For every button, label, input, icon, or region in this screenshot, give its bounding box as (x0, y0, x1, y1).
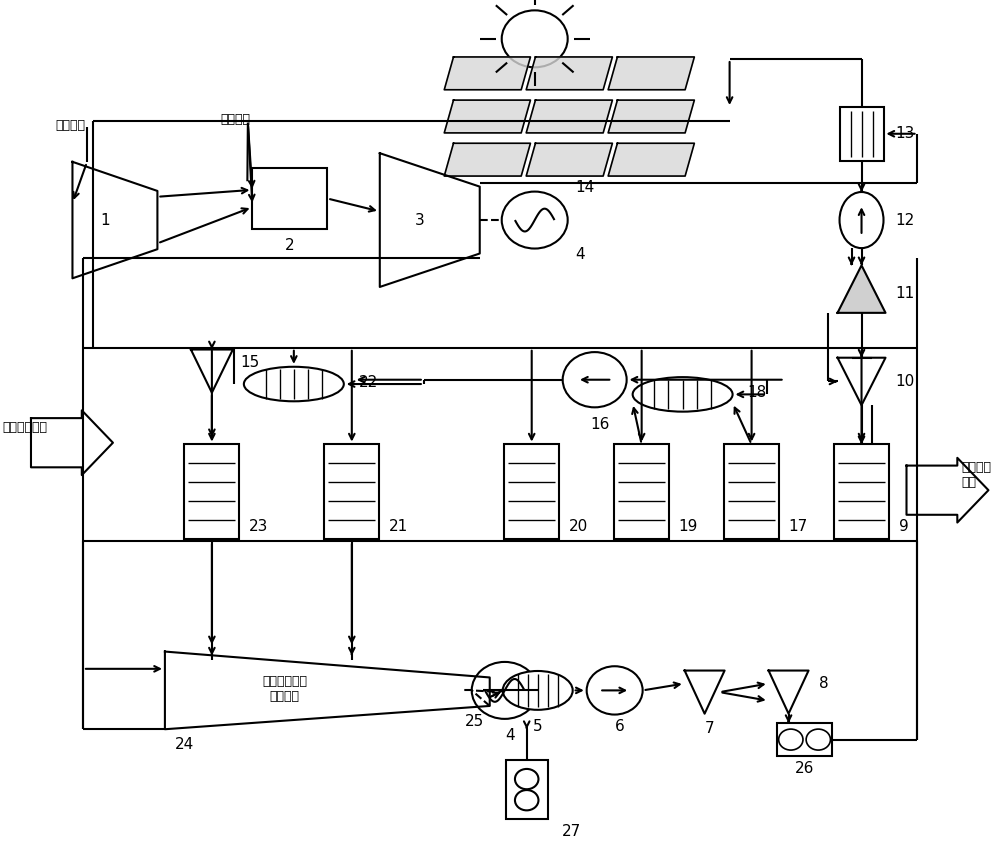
Text: 空气入口: 空气入口 (55, 118, 85, 132)
Text: 18: 18 (748, 385, 767, 400)
Circle shape (472, 662, 538, 719)
Circle shape (563, 352, 627, 407)
Text: 13: 13 (896, 126, 915, 142)
Polygon shape (838, 357, 886, 405)
Text: 8: 8 (819, 676, 828, 691)
Polygon shape (608, 57, 694, 90)
Text: 22: 22 (359, 375, 378, 390)
Polygon shape (31, 411, 113, 475)
Circle shape (779, 729, 803, 750)
Circle shape (515, 769, 538, 790)
Text: 2: 2 (285, 238, 295, 254)
Text: 25: 25 (465, 714, 484, 729)
Bar (840, 107, 884, 161)
Text: 17: 17 (789, 519, 808, 534)
Bar (504, 444, 559, 539)
Text: 11: 11 (896, 286, 915, 301)
Polygon shape (444, 100, 530, 133)
Bar (614, 444, 669, 539)
Polygon shape (444, 57, 530, 90)
Circle shape (515, 790, 538, 810)
Text: 7: 7 (705, 721, 714, 736)
Bar (834, 444, 889, 539)
Polygon shape (526, 143, 612, 176)
Text: 10: 10 (896, 374, 915, 389)
Polygon shape (191, 350, 233, 393)
Polygon shape (608, 100, 694, 133)
Text: 21: 21 (389, 519, 408, 534)
Bar (324, 444, 379, 539)
Circle shape (806, 729, 830, 750)
Ellipse shape (633, 377, 733, 412)
Bar (252, 168, 327, 229)
Text: 16: 16 (590, 417, 609, 432)
Ellipse shape (244, 367, 344, 401)
Circle shape (502, 192, 568, 249)
Text: 燃气轮机排气: 燃气轮机排气 (2, 420, 47, 434)
Bar (506, 760, 548, 819)
Ellipse shape (840, 192, 884, 249)
Polygon shape (769, 671, 809, 714)
Text: 27: 27 (562, 823, 581, 839)
Circle shape (587, 666, 643, 715)
Text: 6: 6 (615, 719, 625, 734)
Text: 4: 4 (505, 728, 515, 743)
Polygon shape (838, 266, 886, 312)
Circle shape (502, 10, 568, 67)
Text: 余热锅炉
排气: 余热锅炉 排气 (961, 461, 991, 488)
Polygon shape (444, 143, 530, 176)
Polygon shape (526, 57, 612, 90)
Ellipse shape (503, 671, 573, 709)
Polygon shape (907, 457, 988, 522)
Text: 3: 3 (415, 212, 425, 228)
Text: 20: 20 (569, 519, 588, 534)
Text: 15: 15 (240, 355, 259, 370)
Text: 23: 23 (249, 519, 268, 534)
Polygon shape (685, 671, 725, 714)
Text: 4: 4 (575, 247, 584, 262)
Bar (724, 444, 779, 539)
Polygon shape (608, 143, 694, 176)
Text: 12: 12 (896, 212, 915, 228)
Text: 14: 14 (575, 180, 594, 195)
Text: 汽轮机（高低
压合缸）: 汽轮机（高低 压合缸） (262, 675, 307, 702)
Text: 24: 24 (175, 737, 195, 753)
Bar (777, 723, 832, 756)
Text: 1: 1 (100, 212, 110, 228)
Text: 5: 5 (533, 719, 543, 734)
Text: 19: 19 (679, 519, 698, 534)
Bar (184, 444, 239, 539)
Text: 9: 9 (899, 519, 908, 534)
Text: 燃料进口: 燃料进口 (220, 112, 250, 126)
Text: 26: 26 (795, 760, 814, 776)
Polygon shape (526, 100, 612, 133)
